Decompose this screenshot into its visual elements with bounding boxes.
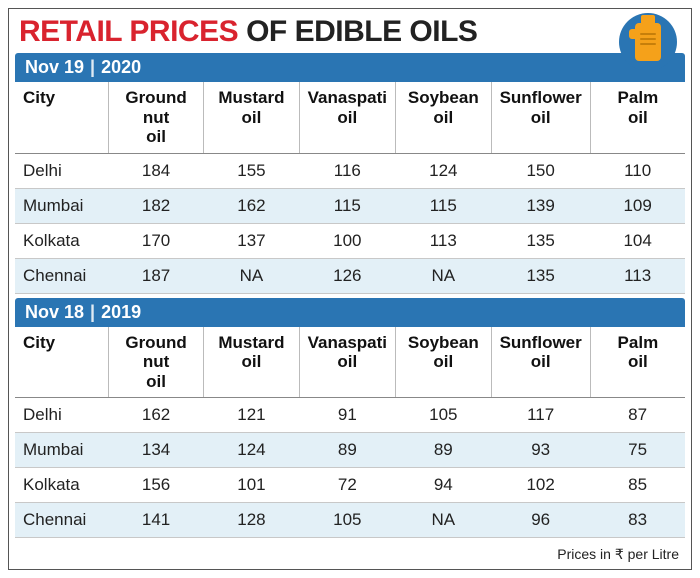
city-cell: Mumbai	[15, 433, 108, 468]
title-bar: RETAIL PRICES OF EDIBLE OILS	[9, 9, 691, 53]
table-row: Mumbai13412489899375	[15, 433, 685, 468]
table-row: Delhi1621219110511787	[15, 398, 685, 433]
value-cell: 89	[396, 433, 492, 468]
value-cell: 141	[108, 503, 203, 538]
value-cell: 150	[491, 153, 590, 188]
column-header: Vanaspatioil	[299, 82, 395, 153]
value-cell: 116	[299, 153, 395, 188]
city-cell: Chennai	[15, 258, 108, 293]
price-table: CityGround nutoilMustardoilVanaspatioilS…	[15, 327, 685, 539]
value-cell: NA	[204, 258, 299, 293]
date-header: Nov 18 | 2019	[15, 298, 685, 327]
value-cell: 101	[204, 468, 299, 503]
value-cell: 113	[396, 223, 492, 258]
value-cell: 100	[299, 223, 395, 258]
oil-bottle-icon	[619, 13, 677, 71]
value-cell: 117	[491, 398, 590, 433]
table-row: Chennai141128105NA9683	[15, 503, 685, 538]
value-cell: 128	[204, 503, 299, 538]
city-cell: Mumbai	[15, 188, 108, 223]
value-cell: NA	[396, 258, 492, 293]
date-year: 2020	[101, 57, 141, 77]
value-cell: 115	[396, 188, 492, 223]
value-cell: 137	[204, 223, 299, 258]
column-header: Soybeanoil	[396, 327, 492, 398]
value-cell: 113	[590, 258, 685, 293]
column-header: Soybeanoil	[396, 82, 492, 153]
column-header: Sunfloweroil	[491, 82, 590, 153]
value-cell: 139	[491, 188, 590, 223]
table-section: Nov 18 | 2019 CityGround nutoilMustardoilVa…	[15, 298, 685, 539]
value-cell: 184	[108, 153, 203, 188]
sections-container: Nov 19|2020CityGround nutoilMustardoilVa…	[9, 53, 691, 538]
column-header: Vanaspatioil	[299, 327, 395, 398]
table-row: Chennai187NA126NA135113	[15, 258, 685, 293]
value-cell: 87	[590, 398, 685, 433]
value-cell: 115	[299, 188, 395, 223]
title-rest: OF EDIBLE OILS	[246, 15, 477, 49]
column-header: Sunfloweroil	[491, 327, 590, 398]
table-section: Nov 19 | 2020 CityGround nutoilMustardoilVa…	[15, 53, 685, 294]
value-cell: 162	[204, 188, 299, 223]
column-header: City	[15, 327, 108, 398]
date-separator: |	[90, 302, 95, 322]
city-cell: Kolkata	[15, 223, 108, 258]
city-cell: Delhi	[15, 398, 108, 433]
city-cell: Kolkata	[15, 468, 108, 503]
price-table-card: RETAIL PRICES OF EDIBLE OILS Nov 19 | 2020…	[8, 8, 692, 570]
column-header: Mustardoil	[204, 327, 299, 398]
value-cell: 162	[108, 398, 203, 433]
value-cell: 102	[491, 468, 590, 503]
column-header: City	[15, 82, 108, 153]
column-header: Palmoil	[590, 327, 685, 398]
value-cell: 94	[396, 468, 492, 503]
date-header: Nov 19 | 2020	[15, 53, 685, 82]
value-cell: 170	[108, 223, 203, 258]
value-cell: 104	[590, 223, 685, 258]
column-header: Ground nutoil	[108, 327, 203, 398]
column-header: Ground nutoil	[108, 82, 203, 153]
value-cell: 110	[590, 153, 685, 188]
value-cell: 135	[491, 223, 590, 258]
table-row: Delhi184155116124150110	[15, 153, 685, 188]
value-cell: 91	[299, 398, 395, 433]
date-prefix: Nov 19	[25, 57, 84, 77]
date-year: 2019	[101, 302, 141, 322]
value-cell: 135	[491, 258, 590, 293]
value-cell: 126	[299, 258, 395, 293]
table-row: Kolkata170137100113135104	[15, 223, 685, 258]
value-cell: 182	[108, 188, 203, 223]
column-header: Mustardoil	[204, 82, 299, 153]
value-cell: NA	[396, 503, 492, 538]
value-cell: 96	[491, 503, 590, 538]
value-cell: 89	[299, 433, 395, 468]
value-cell: 105	[396, 398, 492, 433]
city-cell: Delhi	[15, 153, 108, 188]
table-row: Mumbai182162115115139109	[15, 188, 685, 223]
price-table: CityGround nutoilMustardoilVanaspatioilS…	[15, 82, 685, 294]
column-header: Palmoil	[590, 82, 685, 153]
table-row: Kolkata156101729410285	[15, 468, 685, 503]
value-cell: 124	[396, 153, 492, 188]
value-cell: 93	[491, 433, 590, 468]
value-cell: 124	[204, 433, 299, 468]
value-cell: 75	[590, 433, 685, 468]
value-cell: 134	[108, 433, 203, 468]
title-highlight: RETAIL PRICES	[19, 15, 238, 49]
value-cell: 155	[204, 153, 299, 188]
value-cell: 109	[590, 188, 685, 223]
value-cell: 187	[108, 258, 203, 293]
value-cell: 121	[204, 398, 299, 433]
value-cell: 72	[299, 468, 395, 503]
city-cell: Chennai	[15, 503, 108, 538]
value-cell: 85	[590, 468, 685, 503]
value-cell: 83	[590, 503, 685, 538]
value-cell: 105	[299, 503, 395, 538]
date-prefix: Nov 18	[25, 302, 84, 322]
value-cell: 156	[108, 468, 203, 503]
footer-note: Prices in ₹ per Litre	[9, 542, 691, 569]
date-separator: |	[90, 57, 95, 77]
